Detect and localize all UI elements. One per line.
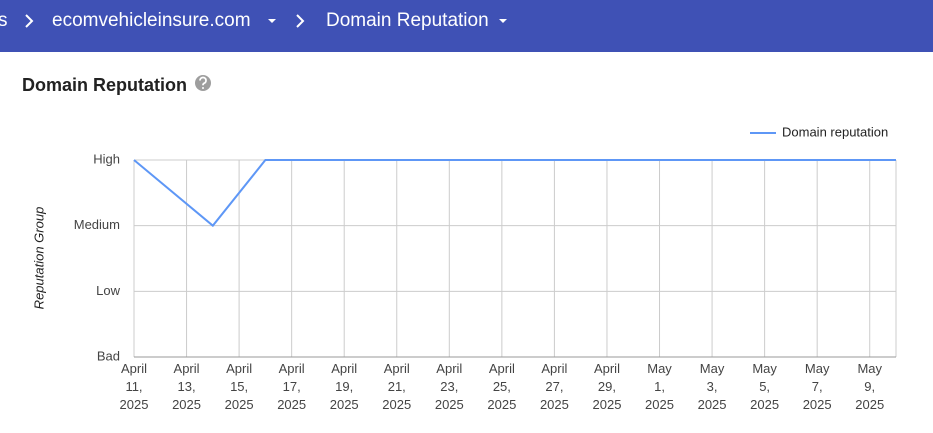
x-tick-label: April 27, 2025 <box>540 361 569 412</box>
x-tick-label: April 25, 2025 <box>487 361 516 412</box>
y-tick-label: Medium <box>74 217 120 232</box>
help-icon[interactable] <box>195 75 211 91</box>
legend-label: Domain reputation <box>782 124 888 139</box>
y-tick-label: High <box>93 151 120 166</box>
y-tick-label: Bad <box>97 348 120 363</box>
x-tick-label: May 1, 2025 <box>645 361 674 412</box>
chevron-icon <box>25 14 34 28</box>
chevron-icon <box>296 14 305 28</box>
x-tick-label: April 17, 2025 <box>277 361 306 412</box>
x-tick-label: April 19, 2025 <box>330 361 359 412</box>
x-tick-label: April 23, 2025 <box>435 361 464 412</box>
breadcrumb[interactable]: s <box>0 10 8 31</box>
x-tick-label: April 29, 2025 <box>593 361 622 412</box>
x-tick-label: April 11, 2025 <box>120 361 149 412</box>
top-bar <box>0 0 933 52</box>
section-title: Domain Reputation <box>22 75 187 95</box>
x-tick-label: April 21, 2025 <box>382 361 411 412</box>
x-tick-label: April 15, 2025 <box>225 361 254 412</box>
x-tick-label: May 3, 2025 <box>698 361 727 412</box>
x-tick-label: April 13, 2025 <box>172 361 201 412</box>
x-tick-label: May 9, 2025 <box>855 361 884 412</box>
dropdown-icon[interactable] <box>499 19 507 23</box>
breadcrumb[interactable]: ecomvehicleinsure.com <box>52 10 251 31</box>
help-glyph[interactable] <box>199 76 207 86</box>
breadcrumb[interactable]: Domain Reputation <box>326 10 489 31</box>
dropdown-icon[interactable] <box>268 19 276 23</box>
x-tick-label: May 5, 2025 <box>750 361 779 412</box>
y-tick-label: Low <box>96 283 120 298</box>
help-dot[interactable] <box>202 87 204 89</box>
series-line <box>133 159 896 228</box>
y-axis-title: Reputation Group <box>31 207 46 310</box>
x-tick-label: May 7, 2025 <box>803 361 832 412</box>
